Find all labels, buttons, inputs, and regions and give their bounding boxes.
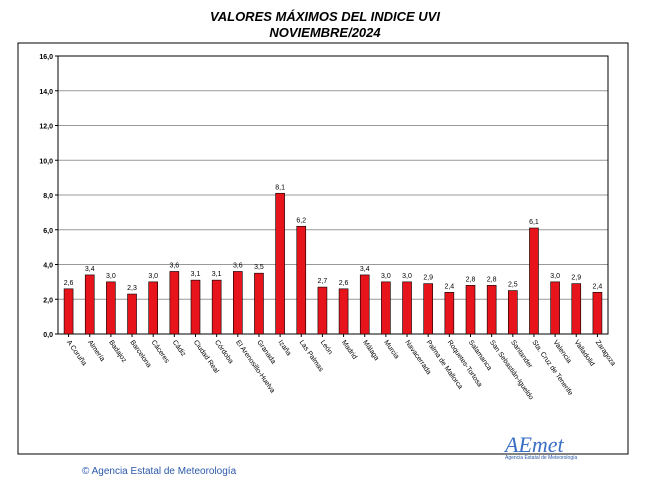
bar [63,288,74,335]
y-tick-label: 10,0 [39,158,53,165]
category-label: Murcia [382,339,400,360]
bar [486,285,497,335]
category-label: Córdoba [213,339,234,365]
y-tick-label: 16,0 [39,54,53,61]
data-label: 8,1 [275,184,285,191]
chart-title: VALORES MÁXIMOS DEL INDICE UVI [210,9,440,24]
chart-frame [17,42,629,455]
y-tick-label: 8,0 [43,193,53,200]
data-label: 2,8 [487,276,497,283]
bar [529,227,539,335]
bar [148,281,158,335]
data-label: 2,9 [423,275,433,282]
bar [592,291,603,335]
bar [508,290,518,335]
data-label: 3,0 [106,273,116,280]
data-label: 3,1 [191,271,201,278]
bar [127,293,137,335]
logo-text: AEmet [505,432,564,457]
y-tick-label: 4,0 [43,263,53,270]
category-label: Barcelona [128,339,152,369]
bar [190,279,201,335]
bar [550,281,560,335]
category-label: Málaga [361,339,380,362]
category-label: Granada [255,339,276,365]
copyright-text: © Agencia Estatal de Meteorología [82,466,237,477]
bar [317,286,328,335]
category-label: Almería [86,339,106,363]
chart-subtitle: NOVIEMBRE/2024 [269,25,381,40]
bar [338,288,349,335]
bar [465,285,476,335]
data-label: 2,9 [571,275,581,282]
y-tick-label: 2,0 [43,297,53,304]
data-label: 2,4 [593,283,603,290]
bar [444,291,455,335]
category-label: Sta. Cruz de Tenerife [530,339,573,397]
y-tick-label: 14,0 [39,89,53,96]
bar [296,225,307,335]
bar [359,274,370,335]
category-label: Izaña [276,339,292,357]
data-label: 3,1 [212,271,222,278]
bar [423,283,433,335]
data-label: 3,0 [402,273,412,280]
data-label: 3,6 [169,262,179,269]
bar [211,279,222,335]
y-tick-label: 6,0 [43,228,53,235]
category-label: El Arenosillo-Huelva [234,339,276,394]
category-label: Cáceres [150,339,171,365]
data-label: 3,6 [233,262,243,269]
data-label: 2,5 [508,282,518,289]
data-label: 3,0 [381,273,391,280]
bar [84,274,95,335]
category-label: San Sebastián-Igueldo [488,339,534,401]
data-label: 2,3 [127,285,137,292]
category-label: Valladolid [573,339,596,368]
logo-subtext: Agencia Estatal de Meteorología [505,455,578,461]
data-label: 3,4 [85,266,95,273]
y-tick-label: 0,0 [43,332,53,339]
category-label: Madrid [340,339,358,361]
category-label: Cádiz [171,339,187,358]
data-label: 3,0 [148,273,158,280]
bar [571,283,582,335]
copyright-label: Agencia Estatal de Meteorología [91,466,237,477]
category-label: Badajoz [107,339,128,364]
category-label: Zaragoza [594,339,617,367]
data-label: 2,7 [318,278,328,285]
category-label: León [319,339,334,356]
bar [381,281,391,335]
data-label: 3,0 [550,273,560,280]
aemet-logo: AEmet Agencia Estatal de Meteorología [505,432,585,472]
bar [106,281,116,335]
data-label: 6,2 [296,217,306,224]
data-label: 3,4 [360,266,370,273]
data-label: 2,8 [466,276,476,283]
bar [169,271,180,335]
data-label: 2,6 [64,280,74,287]
y-tick-label: 12,0 [39,124,53,131]
bar [275,192,285,335]
data-label: 2,4 [444,283,454,290]
bar [254,272,264,335]
category-label: A Coruña [65,339,88,367]
data-label: 6,1 [529,219,539,226]
data-label: 2,6 [339,280,349,287]
category-label: Valencia [551,339,572,365]
bar [402,281,412,335]
plot-area [57,55,609,335]
data-label: 3,5 [254,264,264,271]
bar [233,271,243,335]
